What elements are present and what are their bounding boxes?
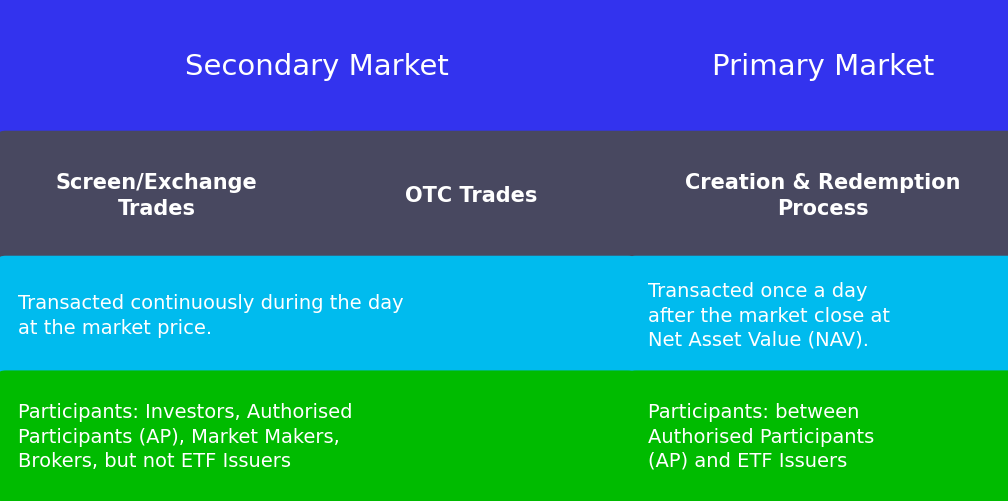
FancyBboxPatch shape [0, 256, 636, 375]
Text: Participants: between
Authorised Participants
(AP) and ETF Issuers: Participants: between Authorised Partici… [648, 403, 874, 470]
FancyBboxPatch shape [628, 0, 1008, 135]
FancyBboxPatch shape [0, 131, 314, 260]
Text: Secondary Market: Secondary Market [185, 53, 449, 81]
FancyBboxPatch shape [0, 371, 636, 501]
Text: Transacted once a day
after the market close at
Net Asset Value (NAV).: Transacted once a day after the market c… [648, 282, 890, 349]
FancyBboxPatch shape [306, 131, 636, 260]
FancyBboxPatch shape [628, 131, 1008, 260]
Text: Primary Market: Primary Market [712, 53, 934, 81]
Text: Transacted continuously during the day
at the market price.: Transacted continuously during the day a… [18, 294, 404, 337]
FancyBboxPatch shape [628, 371, 1008, 501]
FancyBboxPatch shape [628, 256, 1008, 375]
Text: Screen/Exchange
Trades: Screen/Exchange Trades [55, 173, 257, 218]
FancyBboxPatch shape [0, 0, 636, 135]
Text: OTC Trades: OTC Trades [405, 186, 537, 206]
Text: Participants: Investors, Authorised
Participants (AP), Market Makers,
Brokers, b: Participants: Investors, Authorised Part… [18, 403, 353, 470]
Text: Creation & Redemption
Process: Creation & Redemption Process [685, 173, 961, 218]
